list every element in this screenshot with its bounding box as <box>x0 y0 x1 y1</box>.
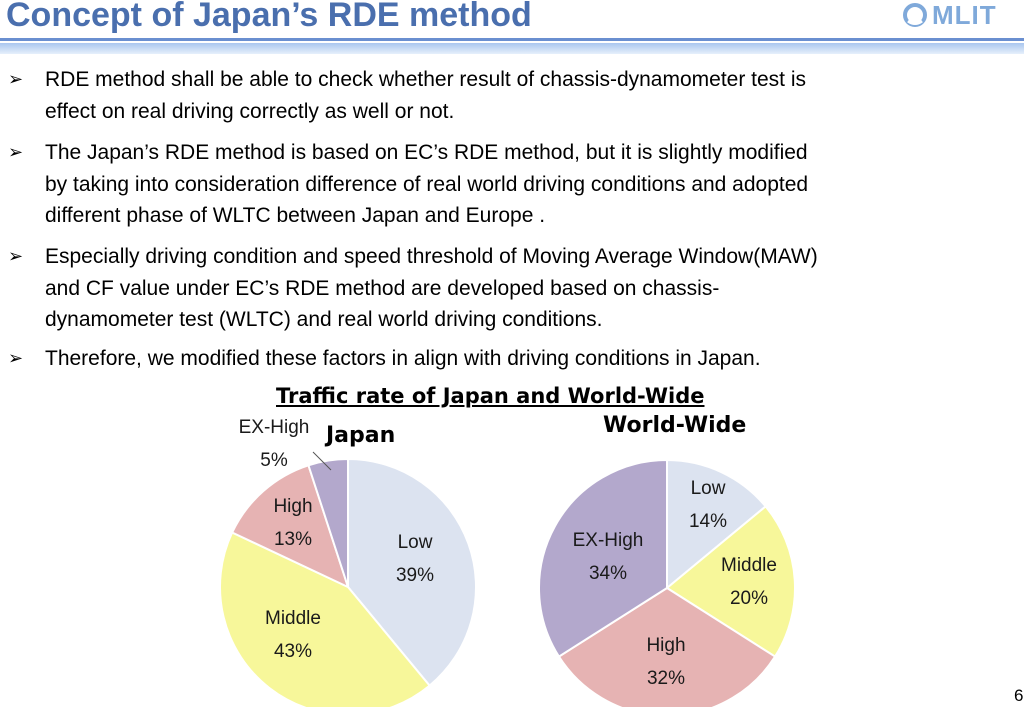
bullet-arrow-icon: ➢ <box>8 348 24 368</box>
slice-value-low: 14% <box>689 511 727 532</box>
bullet-text: Especially driving condition and speed t… <box>45 245 818 331</box>
slice-label-middle: Middle <box>265 608 321 629</box>
slice-label-high: High <box>273 496 312 517</box>
bullet-arrow-icon: ➢ <box>8 69 24 89</box>
pie-slice-high <box>230 464 350 589</box>
title-band <box>0 43 1024 54</box>
slice-label-high: High <box>646 635 685 656</box>
slice-value-ex-high: 5% <box>260 450 288 471</box>
bullet-arrow-icon: ➢ <box>8 246 24 266</box>
pie-name-world: World-Wide <box>603 413 747 438</box>
slice-label-low: Low <box>398 532 433 553</box>
pie-slice-ex-high <box>307 457 349 588</box>
pie-slice-middle <box>665 505 796 658</box>
bullet-text: Therefore, we modified these factors in … <box>45 347 761 370</box>
pie-slice-low <box>666 458 768 591</box>
slice-label-ex-high: EX-High <box>573 530 644 551</box>
mlit-logo-icon <box>903 3 927 27</box>
pie-slice-ex-high <box>538 458 668 658</box>
pie-slice-low <box>347 457 477 688</box>
pie-slice-high <box>557 586 777 707</box>
slice-value-low: 39% <box>396 565 434 586</box>
bullet-text: The Japan’s RDE method is based on EC’s … <box>45 141 809 227</box>
pie-slice-middle <box>219 531 431 707</box>
leader-line <box>312 451 332 471</box>
slice-value-high: 32% <box>647 668 685 689</box>
slice-value-ex-high: 34% <box>589 563 627 584</box>
slice-label-low: Low <box>691 478 726 499</box>
bullet-arrow-icon: ➢ <box>8 142 24 162</box>
slice-value-middle: 43% <box>274 641 312 662</box>
slice-label-middle: Middle <box>721 555 777 576</box>
slide-title: Concept of Japan’s RDE method <box>6 0 532 34</box>
slice-value-high: 13% <box>274 529 312 550</box>
bullet-text: RDE method shall be able to check whethe… <box>45 68 807 123</box>
page-number: 6 <box>1014 686 1024 705</box>
slice-value-middle: 20% <box>730 588 768 609</box>
logo-text: MLIT <box>932 0 997 30</box>
mlit-logo: MLIT <box>902 0 997 30</box>
pie-name-japan: Japan <box>326 423 396 448</box>
slice-label-ex-high: EX-High <box>239 417 310 438</box>
chart-title: Traffic rate of Japan and World-Wide <box>276 384 705 408</box>
title-rule <box>0 38 1024 41</box>
